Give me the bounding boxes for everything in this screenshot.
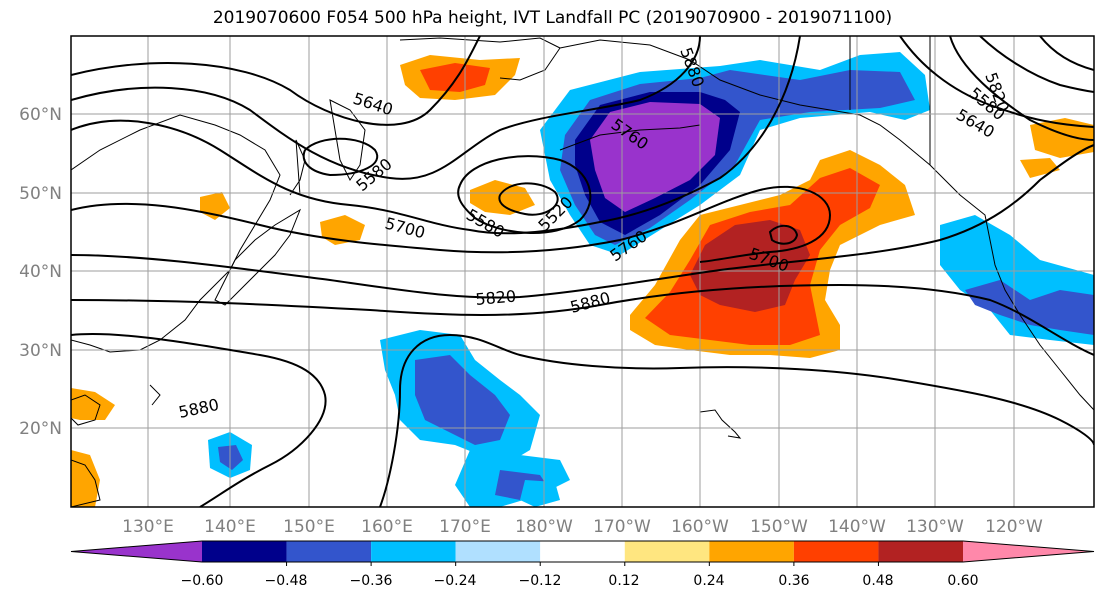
colorbar-segment bbox=[624, 541, 710, 562]
lon-label: 170°E bbox=[439, 517, 491, 537]
latitude-labels: 60°N 50°N 40°N 30°N 20°N bbox=[19, 105, 62, 439]
colorbar-tick-label: 0.48 bbox=[862, 573, 893, 589]
lon-label: 150°E bbox=[283, 517, 335, 537]
colorbar-segment bbox=[540, 541, 625, 562]
lon-label: 130°E bbox=[122, 517, 174, 537]
contour-label: 5820 bbox=[475, 287, 517, 309]
colorbar-segment bbox=[286, 541, 372, 562]
lon-label: 160°W bbox=[671, 517, 729, 537]
lon-label: 140°E bbox=[204, 517, 256, 537]
colorbar-tick-label: 0.24 bbox=[693, 573, 724, 589]
gridlines bbox=[71, 36, 1094, 507]
lon-label: 140°W bbox=[828, 517, 886, 537]
colorbar-segment bbox=[71, 541, 202, 562]
colorbar-segment bbox=[963, 541, 1094, 562]
map-title: 2019070600 F054 500 hPa height, IVT Land… bbox=[212, 8, 893, 28]
lat-label: 20°N bbox=[19, 419, 62, 439]
lon-label: 150°W bbox=[750, 517, 808, 537]
colorbar-segment bbox=[455, 541, 541, 562]
colorbar-segment bbox=[878, 541, 963, 562]
colorbar-tick-label: −0.60 bbox=[181, 573, 224, 589]
colorbar bbox=[70, 540, 1095, 566]
colorbar-tick-label: −0.48 bbox=[265, 573, 308, 589]
lat-label: 40°N bbox=[19, 262, 62, 282]
lon-label: 120°W bbox=[985, 517, 1043, 537]
colorbar-segment bbox=[793, 541, 879, 562]
colorbar-tick-label: 0.12 bbox=[608, 573, 639, 589]
colorbar-segment bbox=[709, 541, 794, 562]
lon-label: 130°W bbox=[906, 517, 964, 537]
map-plot-area: 5640 5580 5700 5580 5520 5760 5760 5820 … bbox=[71, 36, 1094, 507]
longitude-labels: 130°E 140°E 150°E 160°E 170°E 180°W 170°… bbox=[122, 517, 1043, 537]
lat-label: 30°N bbox=[19, 341, 62, 361]
colorbar-tick-label: 0.36 bbox=[778, 573, 809, 589]
colorbar-tick-label: −0.24 bbox=[434, 573, 477, 589]
lon-label: 180°W bbox=[515, 517, 573, 537]
colorbar-tick-label: 0.60 bbox=[947, 573, 978, 589]
lat-label: 50°N bbox=[19, 184, 62, 204]
colorbar-tick-label: −0.36 bbox=[350, 573, 393, 589]
coastlines bbox=[71, 36, 1094, 507]
ivt-negative-shading bbox=[208, 52, 1094, 507]
colorbar-segment bbox=[371, 541, 456, 562]
lon-label: 160°E bbox=[361, 517, 413, 537]
colorbar-tick-labels: −0.60 −0.48 −0.36 −0.24 −0.12 0.12 0.24 … bbox=[181, 573, 979, 589]
lon-label: 170°W bbox=[593, 517, 651, 537]
height-contours bbox=[71, 36, 1094, 507]
colorbar-segment bbox=[202, 541, 287, 562]
map-frame bbox=[70, 35, 1095, 508]
colorbar-tick-label: −0.12 bbox=[519, 573, 562, 589]
colorbar-outline bbox=[70, 540, 1095, 563]
lat-label: 60°N bbox=[19, 105, 62, 125]
